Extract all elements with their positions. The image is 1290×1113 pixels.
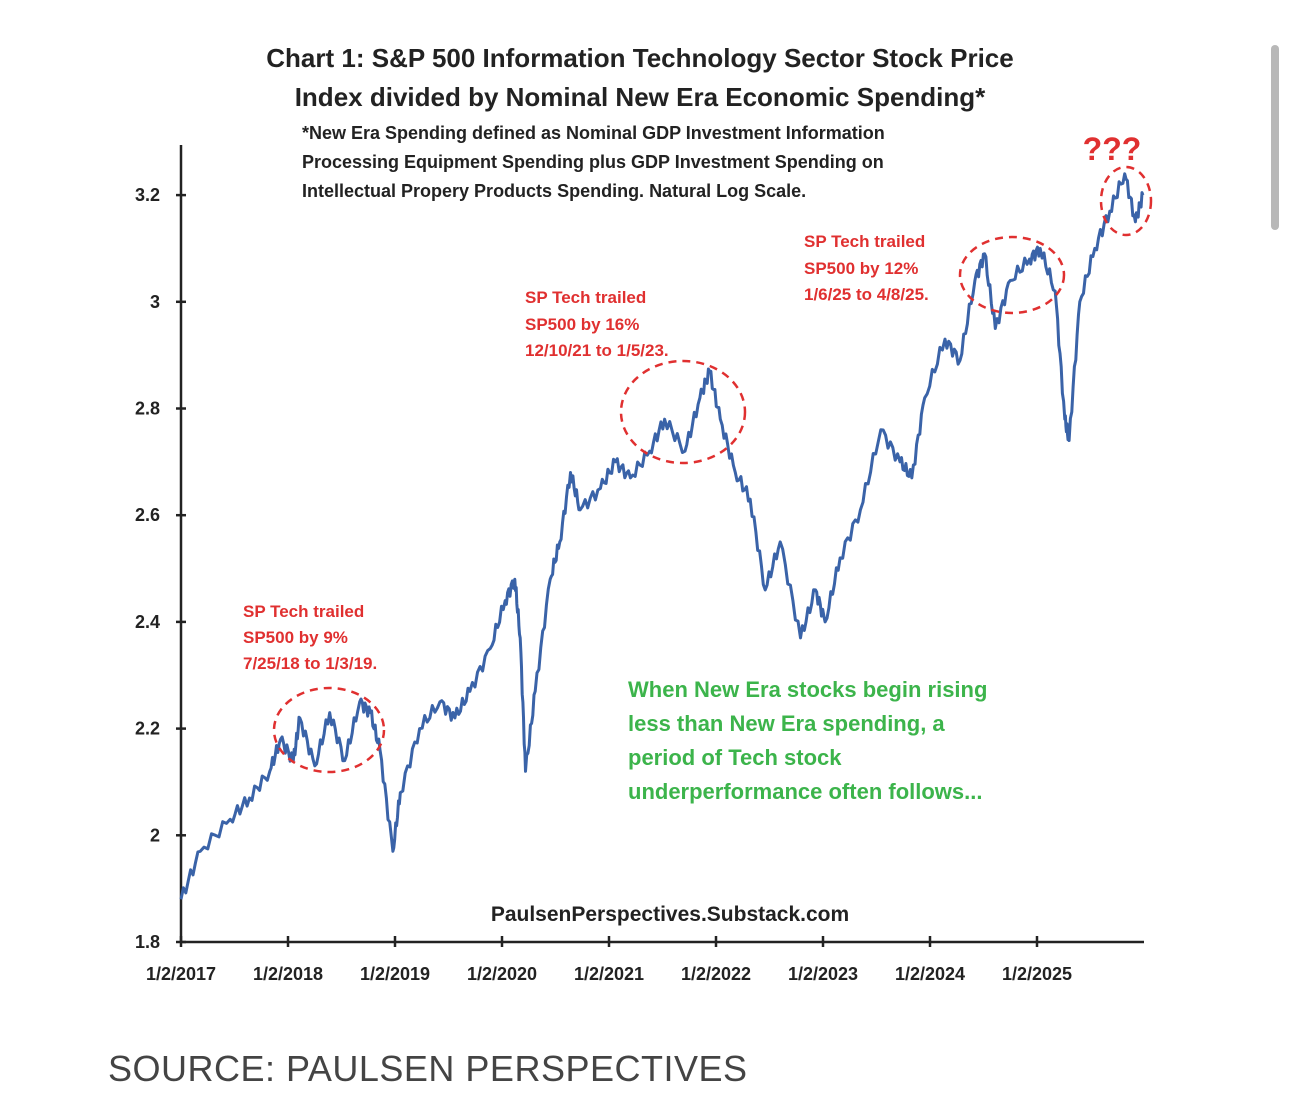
- x-tick-label: 1/2/2019: [360, 964, 430, 984]
- x-tick-label: 1/2/2021: [574, 964, 644, 984]
- chart-title-line-1: Chart 1: S&P 500 Information Technology …: [266, 43, 1013, 73]
- scrollbar[interactable]: [1271, 45, 1279, 230]
- annotation-2025-line-3: 1/6/25 to 4/8/25.: [804, 285, 929, 304]
- x-tick-label: 1/2/2023: [788, 964, 858, 984]
- annotation-2022-line-1: SP Tech trailed: [525, 288, 646, 307]
- chart-note-line-2: Processing Equipment Spending plus GDP I…: [302, 152, 884, 172]
- highlight-ellipse-2025: [958, 235, 1066, 315]
- watermark-site: PaulsenPerspectives.Substack.com: [491, 903, 849, 926]
- chart-note-line-1: *New Era Spending defined as Nominal GDP…: [302, 123, 885, 143]
- annotation-2025-line-2: SP500 by 12%: [804, 259, 918, 278]
- y-tick-label: 2: [150, 825, 160, 845]
- x-tick-label: 1/2/2025: [1002, 964, 1072, 984]
- annotation-2022-line-3: 12/10/21 to 1/5/23.: [525, 341, 669, 360]
- annotation-2018-line-3: 7/25/18 to 1/3/19.: [243, 654, 377, 673]
- annotation-question-marks: ???: [1083, 131, 1142, 167]
- y-tick-label: 2.6: [135, 505, 160, 525]
- source-caption: SOURCE: PAULSEN PERSPECTIVES: [108, 1048, 748, 1089]
- x-tick-label: 1/2/2024: [895, 964, 965, 984]
- chart-title-line-2: Index divided by Nominal New Era Economi…: [295, 82, 986, 112]
- highlight-ellipse-2018: [272, 686, 386, 774]
- y-tick-label: 3: [150, 292, 160, 312]
- annotation-2025-line-1: SP Tech trailed: [804, 232, 925, 251]
- annotation-green-line-1: When New Era stocks begin rising: [628, 677, 987, 702]
- series-line: [179, 172, 1145, 900]
- annotation-2018-line-2: SP500 by 9%: [243, 628, 348, 647]
- x-tick-label: 1/2/2020: [467, 964, 537, 984]
- annotation-green-line-4: underperformance often follows...: [628, 779, 982, 804]
- y-tick-label: 2.4: [135, 612, 160, 632]
- y-tick-label: 2.8: [135, 399, 160, 419]
- chart-note-line-2: Intellectual Propery Products Spending. …: [302, 181, 806, 201]
- series-group: [179, 172, 1145, 900]
- x-tick-label: 1/2/2022: [681, 964, 751, 984]
- x-tick-label: 1/2/2017: [146, 964, 216, 984]
- highlight-ellipse-latest: [1099, 165, 1153, 237]
- annotation-2018-line-1: SP Tech trailed: [243, 602, 364, 621]
- axes: 1.8 2 2.2 2.4 2.6 2.8 3 3.2 1/2/2017 1/2/2018 1/2/…: [135, 145, 1144, 984]
- annotation-green-line-2: less than New Era spending, a: [628, 711, 945, 736]
- x-tick-label: 1/2/2018: [253, 964, 323, 984]
- annotation-2022-line-2: SP500 by 16%: [525, 315, 639, 334]
- y-tick-label: 2.2: [135, 719, 160, 739]
- highlight-ellipse-2022: [619, 359, 747, 465]
- y-tick-label: 3.2: [135, 185, 160, 205]
- y-tick-label: 1.8: [135, 932, 160, 952]
- annotation-green-line-3: period of Tech stock: [628, 745, 842, 770]
